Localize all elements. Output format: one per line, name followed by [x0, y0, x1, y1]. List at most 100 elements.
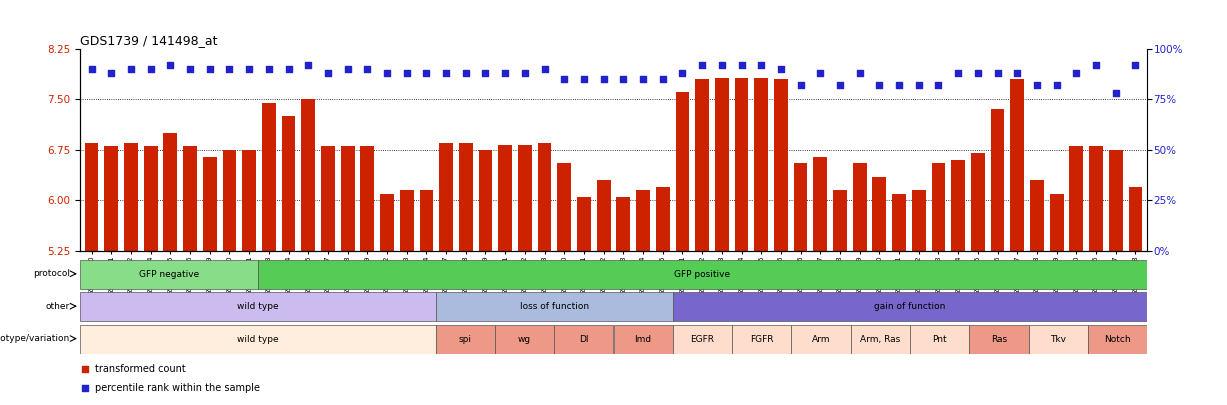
Bar: [676, 92, 690, 251]
Bar: [420, 190, 433, 251]
Text: other: other: [45, 302, 70, 311]
Bar: [577, 197, 591, 251]
Point: [377, 70, 396, 76]
Text: wild type: wild type: [237, 335, 279, 344]
Bar: [990, 109, 1005, 251]
Point: [456, 70, 476, 76]
Point: [574, 76, 594, 82]
Bar: [380, 194, 394, 251]
Point: [180, 66, 200, 72]
Bar: [144, 147, 157, 251]
Bar: [1029, 180, 1044, 251]
Point: [75, 366, 94, 372]
Bar: [555, 325, 614, 354]
Bar: [1109, 150, 1123, 251]
Bar: [282, 116, 296, 251]
Bar: [400, 190, 413, 251]
Bar: [636, 190, 650, 251]
Bar: [1129, 187, 1142, 251]
Bar: [672, 292, 1147, 322]
Point: [771, 66, 790, 72]
Text: transformed count: transformed count: [94, 364, 185, 374]
Point: [318, 70, 337, 76]
Bar: [755, 78, 768, 251]
Bar: [715, 78, 729, 251]
Bar: [814, 157, 827, 251]
Bar: [242, 150, 256, 251]
Bar: [794, 163, 807, 251]
Point: [121, 66, 141, 72]
Text: Pnt: Pnt: [933, 335, 947, 344]
Bar: [910, 325, 969, 354]
Bar: [439, 143, 453, 251]
Bar: [1028, 325, 1088, 354]
Point: [594, 76, 614, 82]
Bar: [459, 143, 472, 251]
Point: [672, 70, 692, 76]
Point: [850, 70, 870, 76]
Point: [751, 62, 771, 68]
Bar: [261, 102, 276, 251]
Bar: [892, 194, 906, 251]
Point: [1125, 62, 1145, 68]
Point: [1047, 82, 1066, 88]
Bar: [498, 145, 512, 251]
Text: Ras: Ras: [991, 335, 1007, 344]
Point: [161, 62, 180, 68]
Bar: [302, 99, 315, 251]
Point: [220, 66, 239, 72]
Text: Arm: Arm: [812, 335, 831, 344]
Bar: [733, 325, 791, 354]
Bar: [951, 160, 966, 251]
Text: Tkv: Tkv: [1050, 335, 1066, 344]
Bar: [1088, 325, 1147, 354]
Text: Dl: Dl: [579, 335, 589, 344]
Text: genotype/variation: genotype/variation: [0, 334, 70, 343]
Point: [1066, 70, 1086, 76]
Text: FGFR: FGFR: [750, 335, 773, 344]
Bar: [1070, 147, 1083, 251]
Point: [653, 76, 672, 82]
Bar: [537, 143, 551, 251]
Bar: [833, 190, 847, 251]
Text: EGFR: EGFR: [691, 335, 714, 344]
Bar: [971, 153, 985, 251]
Bar: [1010, 79, 1025, 251]
Point: [948, 70, 968, 76]
Point: [437, 70, 456, 76]
Bar: [202, 157, 217, 251]
Point: [890, 82, 909, 88]
Bar: [341, 147, 355, 251]
Point: [476, 70, 496, 76]
Point: [731, 62, 751, 68]
Point: [396, 70, 416, 76]
Bar: [614, 325, 672, 354]
Point: [535, 66, 555, 72]
Point: [279, 66, 298, 72]
Bar: [258, 260, 1147, 289]
Text: GDS1739 / 141498_at: GDS1739 / 141498_at: [80, 34, 217, 47]
Point: [712, 62, 731, 68]
Text: Notch: Notch: [1104, 335, 1131, 344]
Text: loss of function: loss of function: [519, 302, 589, 311]
Bar: [672, 325, 733, 354]
Bar: [85, 143, 98, 251]
Text: Imd: Imd: [634, 335, 652, 344]
Bar: [1090, 147, 1103, 251]
Bar: [80, 260, 258, 289]
Point: [357, 66, 377, 72]
Text: wg: wg: [518, 335, 531, 344]
Bar: [774, 79, 788, 251]
Bar: [518, 145, 531, 251]
Point: [988, 70, 1007, 76]
Bar: [596, 180, 611, 251]
Bar: [436, 292, 672, 322]
Bar: [183, 147, 198, 251]
Bar: [616, 197, 631, 251]
Point: [870, 82, 890, 88]
Point: [1106, 90, 1125, 96]
Text: percentile rank within the sample: percentile rank within the sample: [94, 384, 260, 394]
Point: [200, 66, 220, 72]
Point: [1086, 62, 1106, 68]
Bar: [735, 78, 748, 251]
